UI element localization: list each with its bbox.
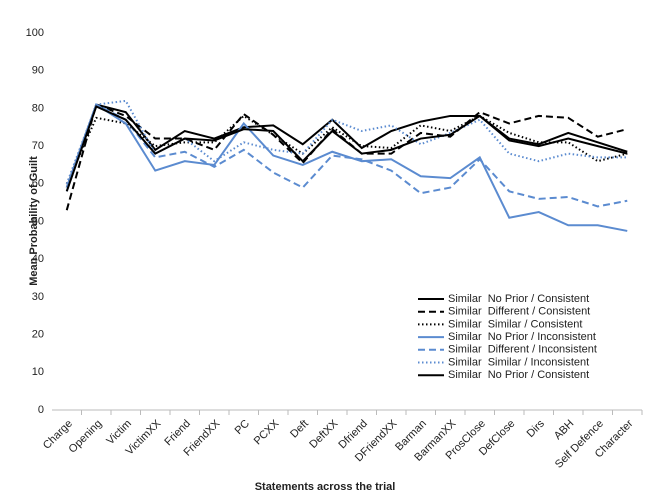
legend-label: Similar Similar / Consistent	[448, 318, 582, 330]
x-tick-label: ABH	[552, 418, 577, 443]
x-tick-label: Deft	[288, 418, 311, 441]
y-tick-label: 80	[32, 102, 44, 114]
legend-label: Similar Different / Consistent	[448, 306, 590, 318]
x-axis-title: Statements across the trial	[255, 481, 396, 493]
series-line	[65, 103, 628, 188]
y-tick-label: 10	[32, 366, 44, 378]
y-tick-label: 50	[32, 215, 44, 227]
y-tick-label: 60	[32, 178, 44, 190]
series-line	[65, 105, 628, 192]
y-tick-label: 30	[32, 291, 44, 303]
x-tick-label: Dirs	[525, 417, 548, 440]
legend-label: Similar No Prior / Consistent	[448, 369, 589, 381]
y-axis-title: Mean Probability of Guilt	[28, 156, 40, 286]
x-tick-label: PCXX	[252, 417, 282, 447]
y-tick-label: 70	[32, 140, 44, 152]
y-tick-label: 0	[38, 404, 44, 416]
series-line	[65, 103, 628, 208]
legend-label: Similar No Prior / Inconsistent	[448, 331, 596, 343]
legend-label: Similar Different / Inconsistent	[448, 344, 597, 356]
y-tick-label: 90	[32, 65, 44, 77]
y-tick-label: 40	[32, 253, 44, 265]
x-tick-label: Opening	[67, 418, 105, 456]
y-tick-label: 100	[26, 27, 44, 39]
y-tick-label: 20	[32, 329, 44, 341]
x-tick-label: DeftXX	[307, 417, 341, 451]
series-line	[65, 103, 628, 232]
series-line	[65, 114, 628, 185]
legend-label: Similar No Prior / Consistent	[448, 293, 589, 305]
x-tick-label: PC	[233, 418, 252, 437]
legend-label: Similar Similar / Inconsistent	[448, 356, 589, 368]
